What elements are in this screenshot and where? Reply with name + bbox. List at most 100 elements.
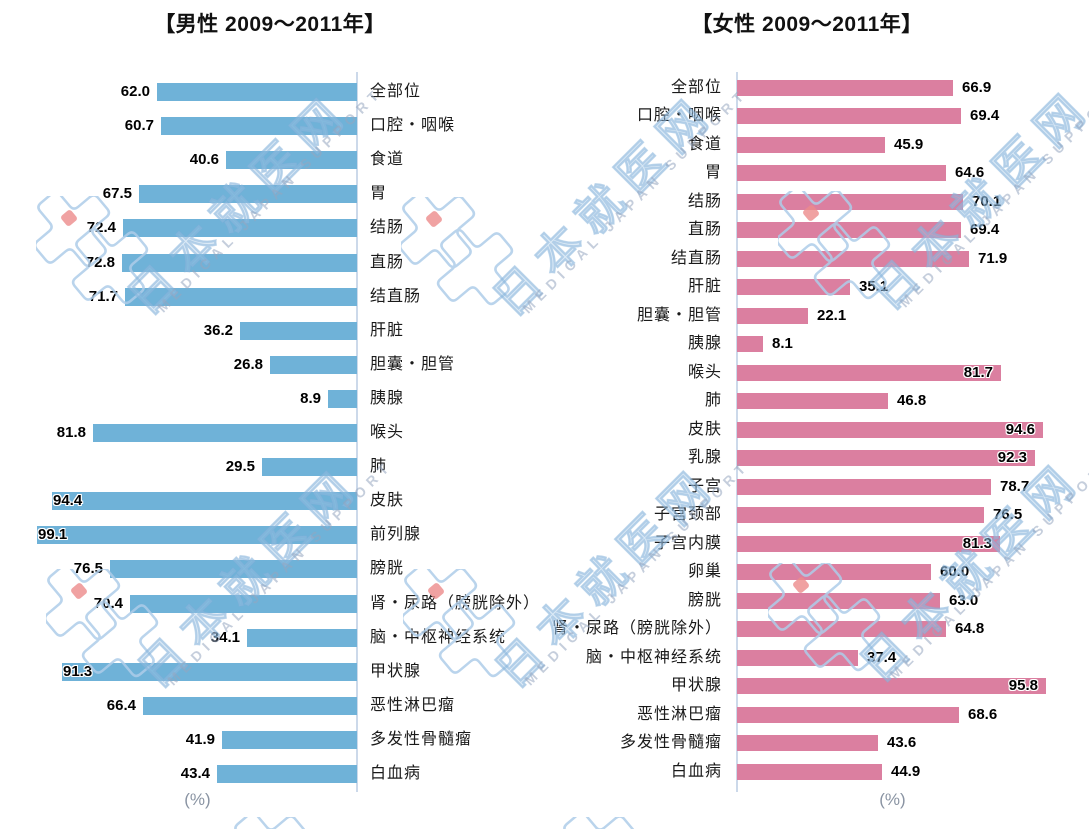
value-label: 43.6: [887, 734, 917, 751]
bar: [37, 526, 357, 544]
bar: [262, 458, 357, 476]
category-label: 食道: [370, 151, 405, 168]
bar: [737, 564, 931, 580]
value-label: 60.0: [940, 563, 970, 580]
male-unit-label: (%): [184, 790, 211, 809]
category-label: 口腔・咽喉: [370, 117, 456, 134]
value-label: 41.9: [185, 731, 215, 748]
category-label: 肝脏: [687, 278, 722, 295]
value-label: 22.1: [817, 307, 847, 324]
category-label: 结肠: [687, 193, 722, 210]
category-label: 胆囊・胆管: [636, 307, 722, 324]
value-label: 99.1: [38, 526, 68, 543]
bar: [226, 151, 357, 169]
value-label: 92.3: [997, 449, 1027, 466]
category-label: 喉头: [687, 364, 722, 381]
value-label: 29.5: [225, 458, 255, 475]
category-label: 胰腺: [370, 390, 405, 407]
value-label: 76.5: [993, 506, 1023, 523]
value-label: 72.8: [85, 254, 115, 271]
category-label: 膀胱: [370, 560, 405, 577]
value-label: 71.7: [88, 288, 118, 305]
category-label: 胰腺: [687, 335, 722, 352]
category-label: 肾・尿路（膀胱除外）: [551, 620, 722, 637]
bar: [130, 595, 357, 613]
bar: [217, 765, 357, 783]
value-label: 70.4: [93, 595, 123, 612]
value-label: 63.0: [949, 592, 979, 609]
value-label: 67.5: [102, 185, 132, 202]
category-label: 子宫内膜: [653, 535, 722, 552]
category-label: 喉头: [370, 424, 405, 441]
category-label: 乳腺: [687, 449, 722, 466]
value-label: 78.7: [1000, 478, 1030, 495]
bar: [123, 219, 357, 237]
value-label: 8.1: [772, 335, 793, 352]
category-label: 全部位: [370, 83, 422, 100]
value-label: 91.3: [63, 663, 93, 680]
bar: [122, 254, 357, 272]
category-label: 胃: [704, 164, 722, 181]
category-label: 肺: [704, 392, 722, 409]
category-label: 结直肠: [370, 288, 422, 305]
value-label: 71.9: [978, 250, 1008, 267]
bar: [737, 650, 858, 666]
value-label: 8.9: [300, 390, 321, 407]
bar: [161, 117, 357, 135]
value-label: 66.4: [106, 697, 136, 714]
male-chart-title: 【男性 2009～2011年】: [154, 13, 386, 36]
category-label: 多发性骨髓瘤: [619, 734, 722, 751]
female-chart-title: 【女性 2009～2011年】: [691, 13, 923, 36]
bar: [222, 731, 357, 749]
value-label: 26.8: [233, 356, 263, 373]
category-label: 白血病: [370, 765, 422, 782]
category-label: 直肠: [370, 254, 405, 271]
bar: [93, 424, 357, 442]
value-label: 76.5: [73, 560, 103, 577]
value-label: 81.7: [963, 364, 993, 381]
category-label: 白血病: [670, 763, 722, 780]
category-label: 食道: [687, 136, 722, 153]
bar: [737, 80, 953, 96]
bar: [737, 735, 878, 751]
bar: [737, 593, 940, 609]
category-label: 恶性淋巴瘤: [370, 697, 456, 714]
category-label: 皮肤: [370, 492, 405, 509]
category-label: 甲状腺: [670, 677, 722, 694]
category-label: 胆囊・胆管: [370, 356, 456, 373]
category-label: 肝脏: [370, 322, 405, 339]
bar: [125, 288, 357, 306]
category-label: 全部位: [670, 79, 722, 96]
value-label: 64.8: [955, 620, 985, 637]
bar: [328, 390, 357, 408]
category-label: 恶性淋巴瘤: [636, 706, 722, 723]
category-label: 皮肤: [687, 421, 722, 438]
bar: [737, 678, 1046, 694]
bar: [737, 308, 808, 324]
value-label: 36.2: [203, 322, 233, 339]
bar: [737, 336, 763, 352]
value-label: 44.9: [891, 763, 921, 780]
bar: [737, 251, 969, 267]
value-label: 34.1: [210, 629, 240, 646]
category-label: 直肠: [687, 221, 722, 238]
category-label: 甲状腺: [370, 663, 422, 680]
bar: [737, 165, 946, 181]
bar: [737, 621, 946, 637]
bar: [157, 83, 357, 101]
value-label: 69.4: [970, 107, 1000, 124]
female-unit-label: (%): [879, 790, 906, 809]
category-label: 结肠: [370, 219, 405, 236]
category-label: 脑・中枢神经系统: [585, 649, 722, 666]
value-label: 60.7: [124, 117, 154, 134]
value-label: 94.4: [53, 492, 83, 509]
male-chart-axis-line: [356, 72, 358, 792]
bar: [737, 507, 984, 523]
value-label: 64.6: [955, 164, 985, 181]
bar: [737, 194, 963, 210]
bar: [62, 663, 357, 681]
value-label: 40.6: [189, 151, 219, 168]
bar: [737, 279, 850, 295]
